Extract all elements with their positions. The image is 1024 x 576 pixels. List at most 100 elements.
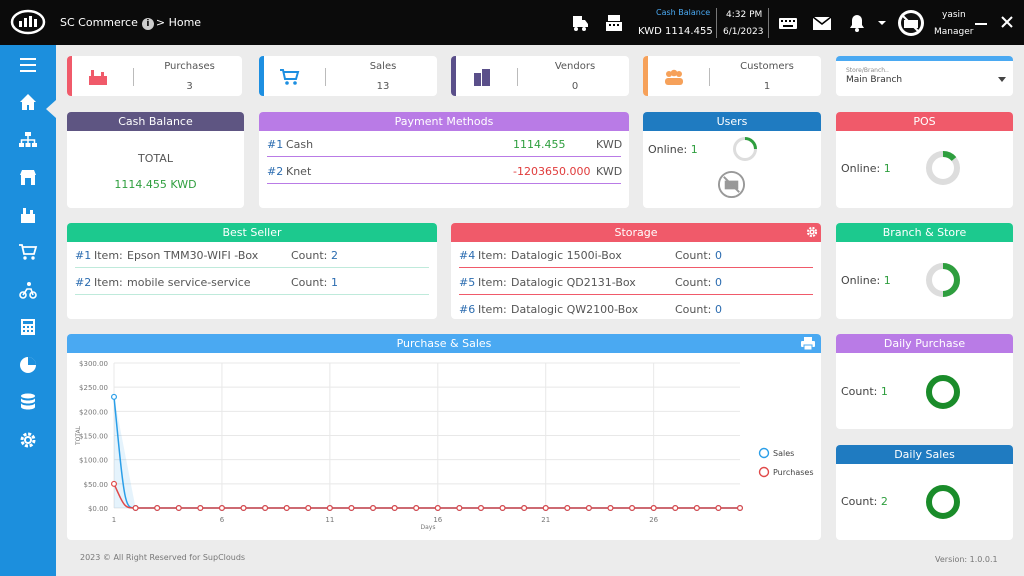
row-count-label: Count: [291,249,328,262]
stat-value: 1 [763,81,771,92]
row-amount: -1203650.000 [513,165,591,178]
branch-select-label: Store/Branch.. [846,67,889,74]
data-point [434,505,441,512]
online-label: Online: [841,162,881,175]
cart-icon[interactable] [18,242,38,262]
keyboard-icon[interactable] [778,13,798,33]
series-area [114,396,740,508]
row-count: 0 [715,276,722,289]
data-point [413,505,420,512]
print-icon[interactable] [801,337,815,350]
user-name: yasin [942,10,966,20]
stat-card-sales[interactable]: Sales 13 [259,56,437,96]
online-value: 1 [883,162,891,175]
daily-purchase-card: Daily Purchase Count: 1 [836,334,1013,429]
mail-icon[interactable] [812,13,832,33]
y-tick-label: $250.00 [79,384,108,392]
online-label: Online: [841,274,881,287]
clock-date: 6/1/2023 [723,27,764,37]
divider [716,8,717,38]
online-value: 1 [690,143,698,156]
card-header: Storage [451,223,821,242]
row-count-label: Count: [291,276,328,289]
truck-icon[interactable] [570,13,590,33]
payment-methods-card: Payment Methods #1 Cash 1114.455 KWD #2 … [259,112,629,208]
y-tick-label: $100.00 [79,457,108,465]
y-axis-label: TOTAL [75,425,82,446]
x-axis-label: Days [421,524,436,531]
count-label: Count: [841,385,878,398]
info-icon[interactable]: i [141,18,154,30]
stat-card-purchases[interactable]: Purchases 3 [67,56,242,96]
total-value: 1114.455 KWD [114,178,197,191]
row-item-label: Item: [478,303,507,316]
x-tick-label: 26 [649,516,658,524]
minimize-icon[interactable] [974,13,988,33]
cart-icon [280,69,300,85]
data-point [542,505,549,512]
legend-marker [758,447,770,459]
data-point [262,505,269,512]
row-name: Cash [286,138,314,151]
database-icon[interactable] [18,392,38,412]
data-point [391,505,398,512]
gear-icon[interactable] [806,226,818,238]
row-index: #6 [459,303,476,316]
data-point [585,505,592,512]
data-point [175,505,182,512]
breadcrumb[interactable]: > Home [155,16,202,29]
row-index: #4 [459,249,476,262]
delivery-icon[interactable] [18,280,38,300]
data-point [672,505,679,512]
data-point [607,505,614,512]
close-icon[interactable] [1000,13,1014,33]
chevron-down-icon[interactable] [876,13,888,33]
purchases-icon[interactable] [18,205,38,225]
divider [768,8,769,38]
data-point [132,505,139,512]
best-seller-card: Best Seller #1 Item: Epson TMM30-WIFI -B… [67,223,437,319]
chart-title: Purchase & Sales [67,334,821,353]
card-header: Payment Methods [259,112,629,131]
row-item: Datalogic QD2131-Box [511,276,636,289]
count-label: Count: [841,495,878,508]
pie-chart-icon[interactable] [18,355,38,375]
bell-icon[interactable] [847,13,867,33]
branch-select[interactable]: Store/Branch.. Main Branch [836,56,1013,96]
avatar-icon[interactable] [896,8,926,38]
divider [709,68,710,86]
store-icon[interactable] [18,167,38,187]
pos-card: POS Online: 1 [836,112,1013,208]
data-point [283,505,290,512]
gear-icon[interactable] [18,430,38,450]
org-chart-icon[interactable] [18,130,38,150]
row-count: 1 [331,276,338,289]
count-row: Count: 2 [841,495,888,508]
stat-card-vendors[interactable]: Vendors 0 [451,56,629,96]
app-title: SC Commerce [60,16,138,29]
row-item-label: Item: [94,276,123,289]
stat-card-customers[interactable]: Customers 1 [643,56,821,96]
row-currency: KWD [596,138,623,151]
active-indicator [46,100,56,118]
x-tick-label: 21 [541,516,550,524]
card-header: Best Seller [67,223,437,242]
total-label: TOTAL [138,152,173,165]
calculator-icon[interactable] [18,317,38,337]
cash-register-icon[interactable] [604,13,624,33]
line-chart: $0.00 $50.00 $100.00 $150.00 $200.00 $250.00 $… [75,360,814,531]
no-camera-icon [717,170,746,199]
clock-time: 4:32 PM [726,10,763,20]
branch-store-donut [926,263,960,297]
menu-icon[interactable] [18,55,38,75]
branch-store-card: Branch & Store Online: 1 [836,223,1013,319]
row-item-label: Item: [478,249,507,262]
row-item: Datalogic QW2100-Box [511,303,639,316]
home-icon[interactable] [18,92,38,112]
card-header: Cash Balance [67,112,244,131]
app-title-area: SC Commerce i > Home [60,16,201,30]
data-point [736,505,743,512]
users-card: Users Online: 1 [643,112,821,208]
data-point [240,505,247,512]
series-line [113,483,740,509]
